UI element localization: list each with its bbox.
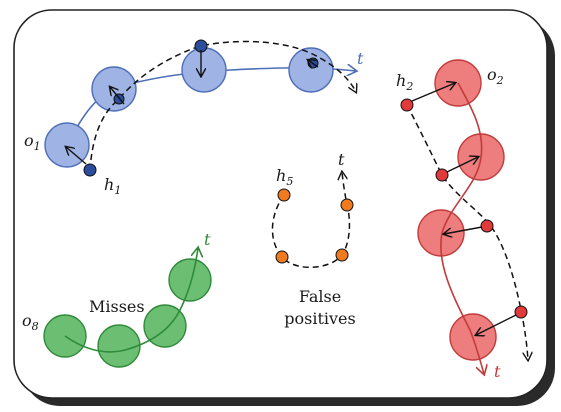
red-hypothesis-point [435,168,449,182]
red-hypothesis-point [480,219,494,233]
label-h5: h5 [276,166,293,188]
label-o1: o1 [24,131,41,153]
red-assoc-arrow [476,314,517,335]
red-assoc-arrow [446,157,478,173]
red-hypothesis-path [406,104,528,360]
false-positive-point [340,198,354,212]
blue-track: o1 h1 t [24,39,364,197]
green-object-circle [168,258,212,302]
red-assoc-arrow [444,226,483,234]
label-t-blue: t [357,49,364,68]
red-assoc-arrow [411,83,455,102]
blue-hypothesis-point [83,163,97,177]
blue-assoc-arrow [308,60,319,67]
label-t-h5: t [338,150,345,169]
false-positive-point [277,188,291,202]
blue-hypothesis-path [89,40,356,171]
frame [13,9,548,399]
label-o2: o2 [487,65,504,87]
label-o8: o8 [22,311,39,333]
false-positive-point [335,248,349,262]
blue-assoc-arrow [110,87,125,105]
blue-assoc-arrow [66,147,87,165]
green-object-circle [97,324,141,368]
red-hypothesis-point [400,98,414,112]
green-gt-path [64,248,198,353]
label-h1: h1 [104,175,121,197]
red-hypothesis-point [514,305,528,319]
false-positive-track: h5 t False positives [271,150,356,328]
blue-object-circle [288,47,334,93]
label-t-green: t [204,230,211,249]
label-h2: h2 [396,71,413,93]
false-positive-point [275,250,289,264]
blue-object-circle [181,47,227,93]
green-track: o8 t Misses [22,230,212,368]
red-track: h2 o2 t [396,59,528,381]
blue-object-circle [44,122,90,168]
misses-text: Misses [89,297,145,316]
false-positives-line2: positives [284,309,355,328]
label-t-red: t [494,362,501,381]
false-positives-line1: False [299,287,341,306]
